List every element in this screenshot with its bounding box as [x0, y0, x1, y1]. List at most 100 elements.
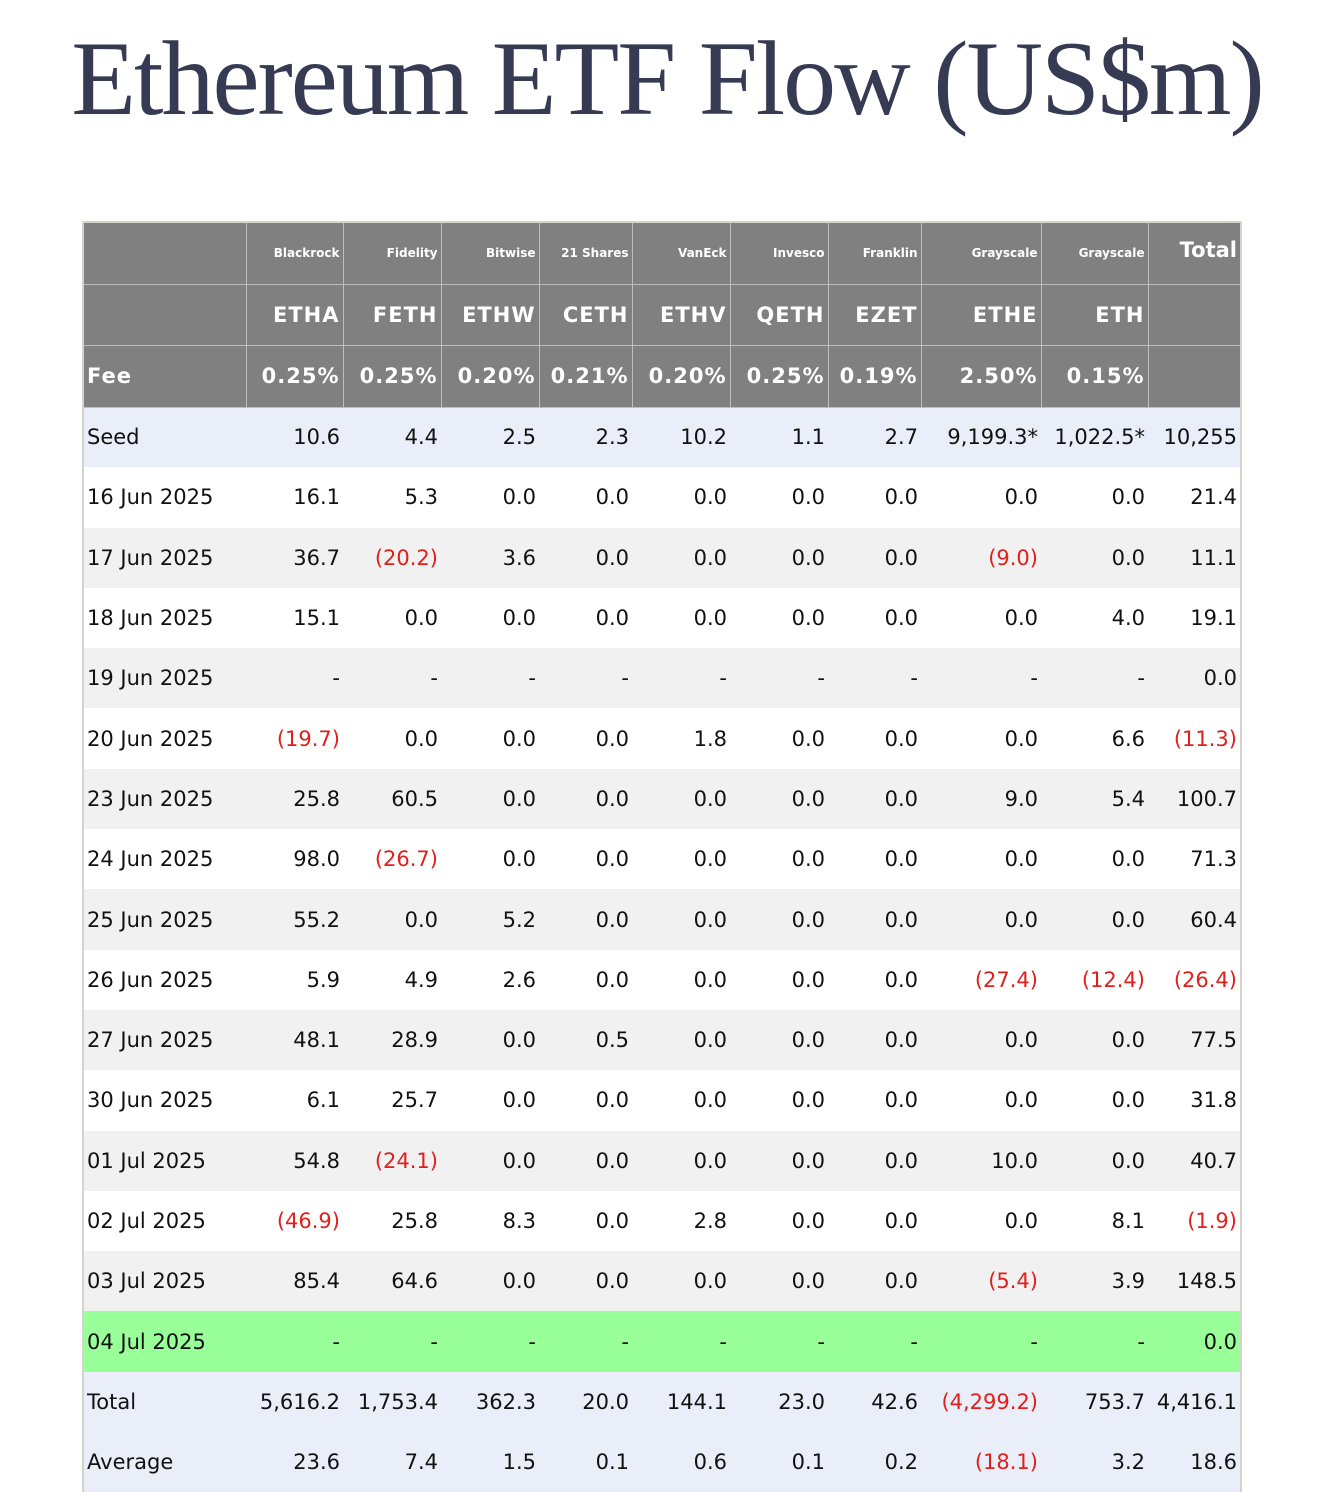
row-label-cell: Total — [83, 1371, 246, 1433]
flow-value-cell: 0.0 — [730, 949, 828, 1010]
seed-row: Seed 10.6 4.4 2.5 2.3 10.2 1.1 2.7 9,199.3* 1,022… — [83, 407, 1241, 468]
flow-value-cell: 0.1 — [730, 1432, 828, 1492]
flow-value-cell: 0.0 — [730, 768, 828, 830]
provider-header-cell: 21 Shares — [538, 221, 633, 285]
flow-value-cell: 5,616.2 — [246, 1371, 343, 1433]
table-row: 26 Jun 2025 5.9 4.9 2.6 0.0 0.0 0.0 0.0 (27.4) (1… — [83, 949, 1241, 1010]
flow-value-cell: 0.5 — [539, 1009, 632, 1071]
fee-label: Fee — [82, 344, 247, 408]
flow-value-cell: - — [632, 1311, 730, 1372]
row-label-cell: 01 Jul 2025 — [83, 1130, 246, 1191]
row-total-cell: 0.0 — [1148, 648, 1241, 709]
ticker-header-cell: ETHE — [920, 283, 1042, 346]
flow-value-cell: 1.8 — [632, 708, 730, 769]
flow-value-cell: 0.0 — [632, 829, 730, 890]
flow-value-cell: 0.0 — [1041, 1009, 1148, 1071]
table-row: 02 Jul 2025 (46.9) 25.8 8.3 0.0 2.8 0.0 0.0 0.0 8… — [83, 1190, 1241, 1252]
flow-value-cell: (19.7) — [246, 708, 343, 769]
flow-value-cell: 10.2 — [632, 407, 730, 468]
flow-value-cell: 0.0 — [730, 1070, 828, 1131]
row-total-cell: 148.5 — [1148, 1251, 1241, 1312]
flow-value-cell: 0.0 — [441, 1130, 539, 1191]
flow-value-cell: 48.1 — [246, 1009, 343, 1071]
flow-value-cell: 3.9 — [1041, 1251, 1148, 1312]
table-row: 17 Jun 2025 36.7 (20.2) 3.6 0.0 0.0 0.0 0.0 (9.0… — [83, 527, 1241, 588]
row-total-cell: 19.1 — [1148, 587, 1241, 649]
flow-value-cell: 55.2 — [246, 889, 343, 950]
fee-header-cell: 0.25% — [245, 344, 344, 408]
flow-value-cell: 0.6 — [632, 1432, 730, 1492]
provider-header-cell: VanEck — [631, 221, 731, 285]
flow-value-cell: 1.1 — [730, 407, 828, 468]
flow-value-cell: 0.0 — [632, 768, 730, 830]
flow-value-cell: 0.0 — [1041, 1130, 1148, 1191]
flow-value-cell: 0.0 — [539, 1070, 632, 1131]
ticker-header-cell: ETHW — [440, 283, 540, 346]
row-total-cell: 60.4 — [1148, 889, 1241, 950]
flow-value-cell: 144.1 — [632, 1371, 730, 1433]
fee-header-cell: 0.20% — [440, 344, 540, 408]
flow-value-cell: 2.7 — [828, 407, 921, 468]
row-label-cell: 19 Jun 2025 — [83, 648, 246, 709]
row-label-cell: 30 Jun 2025 — [83, 1070, 246, 1131]
flow-value-cell: - — [441, 648, 539, 709]
row-total-cell: 10,255 — [1148, 407, 1241, 468]
row-total-cell: 0.0 — [1148, 1311, 1241, 1372]
flow-value-cell: (26.7) — [343, 829, 441, 890]
flow-value-cell: 98.0 — [246, 829, 343, 890]
totals-row: Total 5,616.2 1,753.4 362.3 20.0 144.1 23.0 42.… — [83, 1371, 1241, 1433]
flow-value-cell: 0.0 — [441, 467, 539, 528]
flow-value-cell: 0.0 — [921, 1009, 1041, 1071]
flow-value-cell: 0.0 — [921, 1190, 1041, 1252]
flow-value-cell: (27.4) — [921, 949, 1041, 1010]
flow-value-cell: 2.6 — [441, 949, 539, 1010]
flow-value-cell: 0.0 — [441, 1251, 539, 1312]
flow-value-cell: 0.0 — [539, 587, 632, 649]
provider-header-cell: Grayscale — [920, 221, 1042, 285]
flow-value-cell: 0.0 — [539, 1190, 632, 1252]
flow-value-cell: 2.5 — [441, 407, 539, 468]
flow-value-cell: 7.4 — [343, 1432, 441, 1492]
flow-value-cell: 0.0 — [828, 1009, 921, 1071]
provider-header-cell: Bitwise — [440, 221, 540, 285]
row-label-cell: Average — [83, 1432, 246, 1492]
flow-value-cell: 0.0 — [730, 527, 828, 588]
flow-value-cell: - — [730, 1311, 828, 1372]
ticker-header-cell — [82, 283, 247, 346]
fee-header-cell — [1147, 344, 1242, 408]
flow-value-cell: 753.7 — [1041, 1371, 1148, 1433]
row-total-cell: 31.8 — [1148, 1070, 1241, 1131]
table-row: 30 Jun 2025 6.1 25.7 0.0 0.0 0.0 0.0 0.0 0.0 0.0 3… — [83, 1070, 1241, 1131]
provider-header-cell: Grayscale — [1040, 221, 1149, 285]
flow-value-cell: - — [730, 648, 828, 709]
table-row: 23 Jun 2025 25.8 60.5 0.0 0.0 0.0 0.0 0.0 9.0 5.4… — [83, 768, 1241, 830]
flow-value-cell: 9.0 — [921, 768, 1041, 830]
row-total-cell: 100.7 — [1148, 768, 1241, 830]
flow-value-cell: - — [246, 648, 343, 709]
flow-value-cell: 25.8 — [246, 768, 343, 830]
flow-value-cell: (46.9) — [246, 1190, 343, 1252]
flow-value-cell: - — [539, 648, 632, 709]
table-row: 20 Jun 2025 (19.7) 0.0 0.0 0.0 1.8 0.0 0.0 0.0 6.… — [83, 708, 1241, 769]
ticker-header-cell: CETH — [538, 283, 633, 346]
flow-value-cell: 0.0 — [539, 949, 632, 1010]
flow-value-cell: 0.0 — [828, 467, 921, 528]
fee-header-cell: 0.19% — [827, 344, 922, 408]
flow-value-cell: 8.1 — [1041, 1190, 1148, 1252]
flow-value-cell: 0.0 — [730, 587, 828, 649]
table-header: Blackrock Fidelity Bitwise 21 Shares Van… — [82, 221, 1242, 408]
flow-value-cell: 0.0 — [828, 708, 921, 769]
row-label-cell: 24 Jun 2025 — [83, 829, 246, 890]
flow-value-cell: 0.0 — [343, 708, 441, 769]
fee-header-cell: 0.25% — [729, 344, 829, 408]
row-label-cell: 16 Jun 2025 — [83, 467, 246, 528]
flow-value-cell: 0.0 — [921, 889, 1041, 950]
flow-value-cell: 54.8 — [246, 1130, 343, 1191]
table-row-today: 04 Jul 2025- - - - - - - - -0.0 — [83, 1311, 1241, 1372]
flow-value-cell: 0.0 — [539, 829, 632, 890]
flow-value-cell: (9.0) — [921, 527, 1041, 588]
ticker-header-row: ETHA FETH ETHW CETH ETHV QETH EZET ETHE … — [82, 283, 1242, 346]
flow-value-cell: - — [441, 1311, 539, 1372]
row-label-cell: 26 Jun 2025 — [83, 949, 246, 1010]
row-total-cell: 77.5 — [1148, 1009, 1241, 1071]
